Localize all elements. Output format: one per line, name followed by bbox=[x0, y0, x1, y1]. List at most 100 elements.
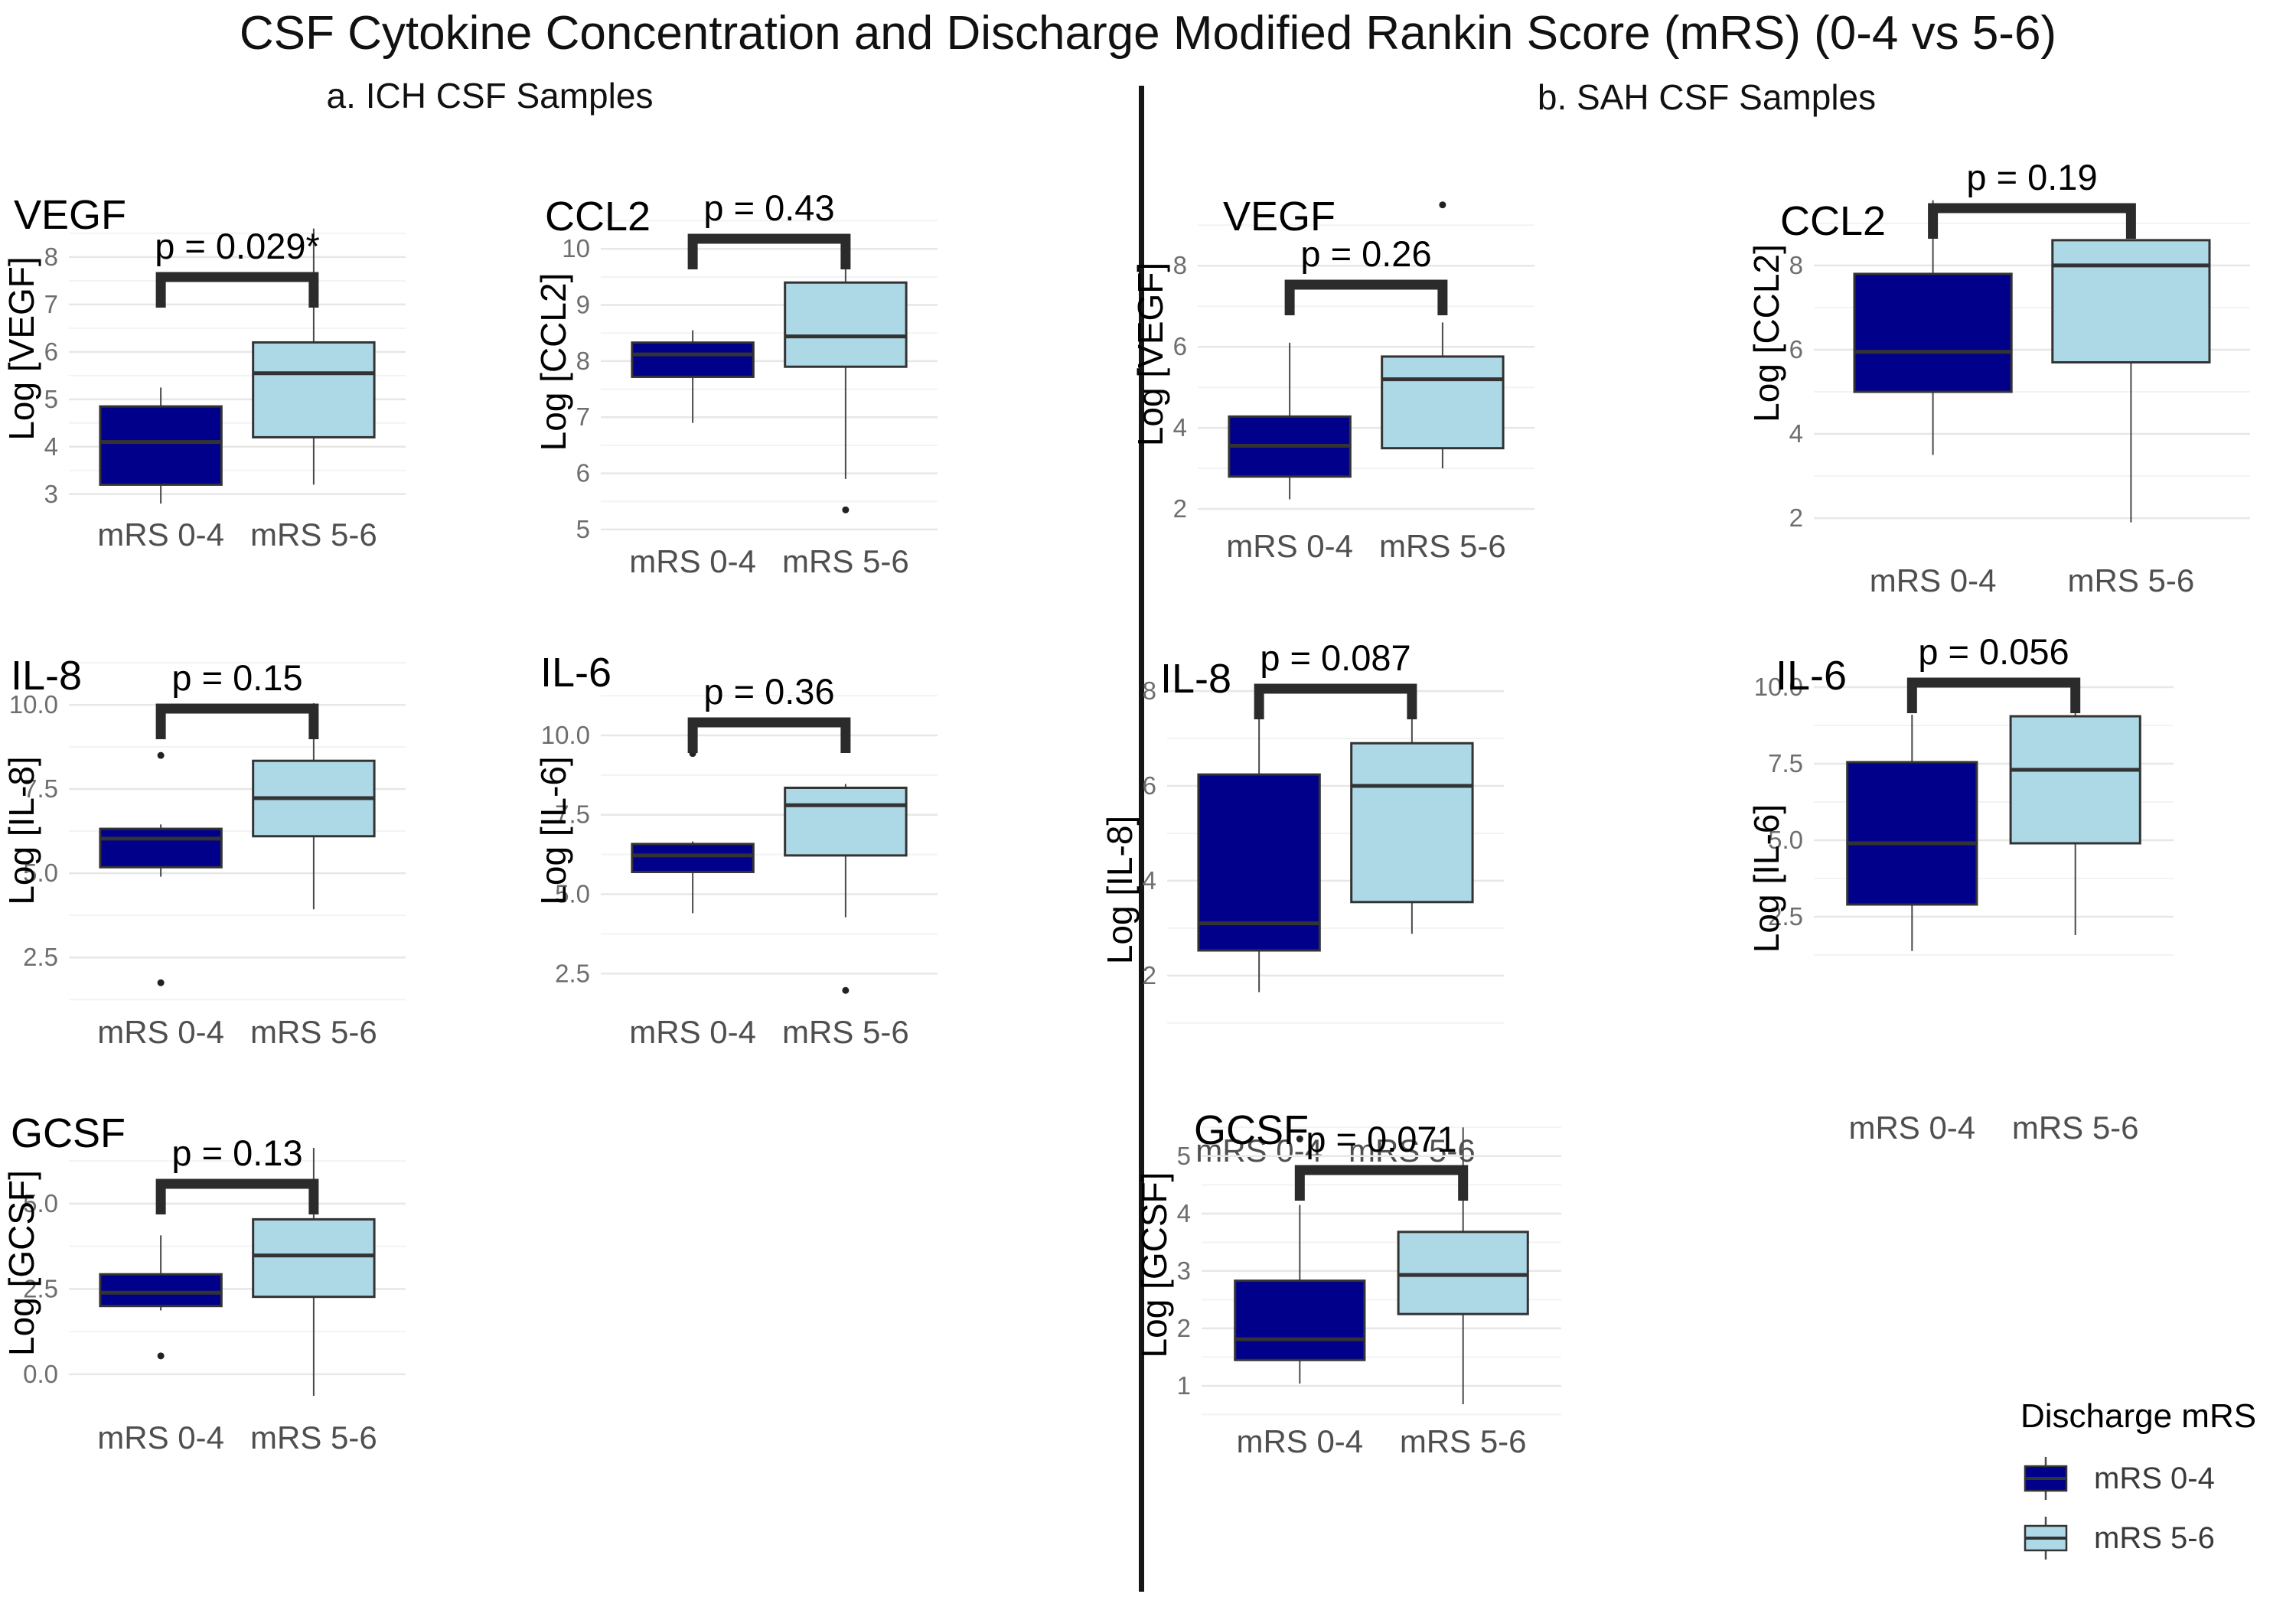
x-category-label: mRS 0-4 bbox=[1870, 562, 1997, 598]
legend-item-label: mRS 5-6 bbox=[2094, 1521, 2215, 1555]
x-category-label: mRS 0-4 bbox=[97, 517, 224, 553]
p-value-bracket bbox=[687, 233, 851, 269]
y-axis-label: Log [GCSF] bbox=[2, 1170, 41, 1356]
plot-title-ich-il-8: IL-8 bbox=[11, 653, 83, 699]
y-tick-label: 9 bbox=[576, 291, 590, 319]
x-category-label: mRS 0-4 bbox=[1226, 528, 1353, 564]
y-tick-label: 3 bbox=[1177, 1257, 1191, 1285]
box-mrs-5-6 bbox=[1397, 1231, 1529, 1315]
p-value-bracket bbox=[1284, 279, 1448, 315]
y-tick-label: 4 bbox=[1143, 866, 1156, 895]
y-tick-label: 6 bbox=[1789, 335, 1803, 363]
box-mrs-0-4 bbox=[1234, 1279, 1366, 1361]
y-tick-label: 8 bbox=[1143, 676, 1156, 705]
plot-title-sah-il-8: IL-8 bbox=[1160, 656, 1232, 702]
x-category-label: mRS 0-4 bbox=[1848, 1110, 1975, 1146]
box-mrs-0-4 bbox=[99, 827, 223, 869]
y-tick-label: 10 bbox=[562, 234, 590, 262]
p-value-label: p = 0.19 bbox=[1966, 157, 2097, 197]
p-value-bracket bbox=[155, 272, 319, 308]
plot-title-sah-ccl2: CCL2 bbox=[1780, 198, 1887, 244]
y-tick-label: 10.0 bbox=[9, 690, 58, 719]
y-tick-label: 5.0 bbox=[23, 859, 58, 887]
box-mrs-5-6 bbox=[2051, 239, 2211, 363]
y-tick-label: 2.5 bbox=[1768, 902, 1803, 931]
p-value-bracket bbox=[155, 1178, 319, 1214]
panel-title-ich: a. ICH CSF Samples bbox=[326, 76, 654, 116]
y-tick-label: 5 bbox=[44, 385, 58, 413]
y-tick-label: 7 bbox=[576, 403, 590, 431]
y-tick-label: 2 bbox=[1173, 494, 1187, 523]
y-tick-label: 5.0 bbox=[1768, 826, 1803, 854]
legend-title: Discharge mRS bbox=[2020, 1397, 2257, 1435]
x-category-label: mRS 0-4 bbox=[97, 1014, 224, 1050]
p-value-label: p = 0.43 bbox=[703, 187, 834, 228]
plot-title-ich-ccl2: CCL2 bbox=[545, 194, 651, 240]
outlier-dot bbox=[157, 751, 165, 759]
y-tick-label: 2.5 bbox=[555, 959, 590, 987]
x-category-label: mRS 5-6 bbox=[782, 1014, 909, 1050]
y-tick-label: 4 bbox=[1177, 1199, 1191, 1227]
x-category-label: mRS 5-6 bbox=[2012, 1110, 2139, 1146]
y-tick-label: 7 bbox=[44, 290, 58, 318]
y-tick-label: 6 bbox=[1143, 771, 1156, 800]
x-category-label: mRS 5-6 bbox=[250, 517, 377, 553]
legend-item: mRS 5-6 bbox=[2020, 1515, 2296, 1561]
y-tick-label: 8 bbox=[1789, 251, 1803, 279]
x-category-label: mRS 0-4 bbox=[629, 543, 756, 579]
y-axis-label: Log [IL-6] bbox=[1746, 804, 1786, 953]
boxplot-key-icon bbox=[2024, 1517, 2068, 1560]
y-tick-label: 8 bbox=[576, 347, 590, 375]
y-axis-label: Log [CCL2] bbox=[533, 273, 573, 451]
y-axis-label: Log [CCL2] bbox=[1746, 244, 1786, 422]
box-mrs-5-6 bbox=[1350, 742, 1474, 904]
p-value-bracket bbox=[1254, 683, 1417, 719]
y-tick-label: 5 bbox=[576, 515, 590, 543]
x-category-label: mRS 0-4 bbox=[1236, 1423, 1363, 1459]
outlier-dot bbox=[842, 986, 850, 994]
plot-title-sah-vegf: VEGF bbox=[1223, 194, 1336, 240]
y-tick-label: 10.0 bbox=[541, 721, 590, 749]
x-category-label: mRS 5-6 bbox=[250, 1420, 377, 1455]
y-tick-label: 3 bbox=[44, 480, 58, 508]
x-category-label: mRS 5-6 bbox=[1400, 1423, 1527, 1459]
y-tick-label: 8 bbox=[1173, 251, 1187, 279]
outlier-dot bbox=[842, 506, 850, 513]
box-mrs-5-6 bbox=[2009, 715, 2141, 845]
legend-item: mRS 0-4 bbox=[2020, 1455, 2296, 1501]
plot-title-ich-vegf: VEGF bbox=[14, 192, 127, 238]
box-mrs-0-4 bbox=[631, 341, 755, 378]
y-axis-label: Log [IL-8] bbox=[1100, 816, 1140, 964]
y-tick-label: 2 bbox=[1143, 961, 1156, 989]
box-mrs-0-4 bbox=[631, 843, 755, 873]
boxplot-sah-il-6: 2.5 5.0 7.5 10.0 Log [IL-6] mRS 0-4 mRS 5-6 p =… bbox=[1746, 631, 2174, 1146]
p-value-bracket bbox=[687, 717, 851, 753]
outlier-dot bbox=[1439, 201, 1446, 209]
y-tick-label: 4 bbox=[44, 432, 58, 461]
legend-item-label: mRS 0-4 bbox=[2094, 1461, 2215, 1495]
y-axis-label: Log [GCSF] bbox=[1134, 1172, 1174, 1358]
p-value-label: p = 0.13 bbox=[171, 1133, 302, 1173]
legend: Discharge mRS mRS 0-4 mRS 5-6 bbox=[2020, 1397, 2296, 1575]
y-tick-label: 2.5 bbox=[23, 943, 58, 971]
y-tick-label: 0.0 bbox=[23, 1360, 58, 1388]
y-axis-label: Log [VEGF] bbox=[1130, 262, 1170, 446]
box-mrs-5-6 bbox=[252, 1217, 376, 1299]
y-tick-label: 4 bbox=[1173, 413, 1187, 442]
y-tick-label: 6 bbox=[44, 337, 58, 366]
x-category-label: mRS 5-6 bbox=[1379, 528, 1506, 564]
p-value-label: p = 0.029* bbox=[155, 226, 320, 266]
boxplot-ich-il-6: 2.5 5.0 7.5 10.0 Log [IL-6] mRS 0-4 mRS 5-6 p =… bbox=[533, 671, 938, 1050]
x-category-label: mRS 0-4 bbox=[97, 1420, 224, 1455]
y-tick-label: 2 bbox=[1789, 504, 1803, 532]
figure-title: CSF Cytokine Concentration and Discharge… bbox=[239, 7, 2057, 60]
p-value-bracket bbox=[155, 703, 319, 739]
p-value-bracket bbox=[1294, 1165, 1469, 1201]
y-tick-label: 2 bbox=[1177, 1314, 1191, 1342]
y-tick-label: 5 bbox=[1177, 1142, 1191, 1170]
y-axis-label: Log [IL-6] bbox=[533, 756, 573, 905]
